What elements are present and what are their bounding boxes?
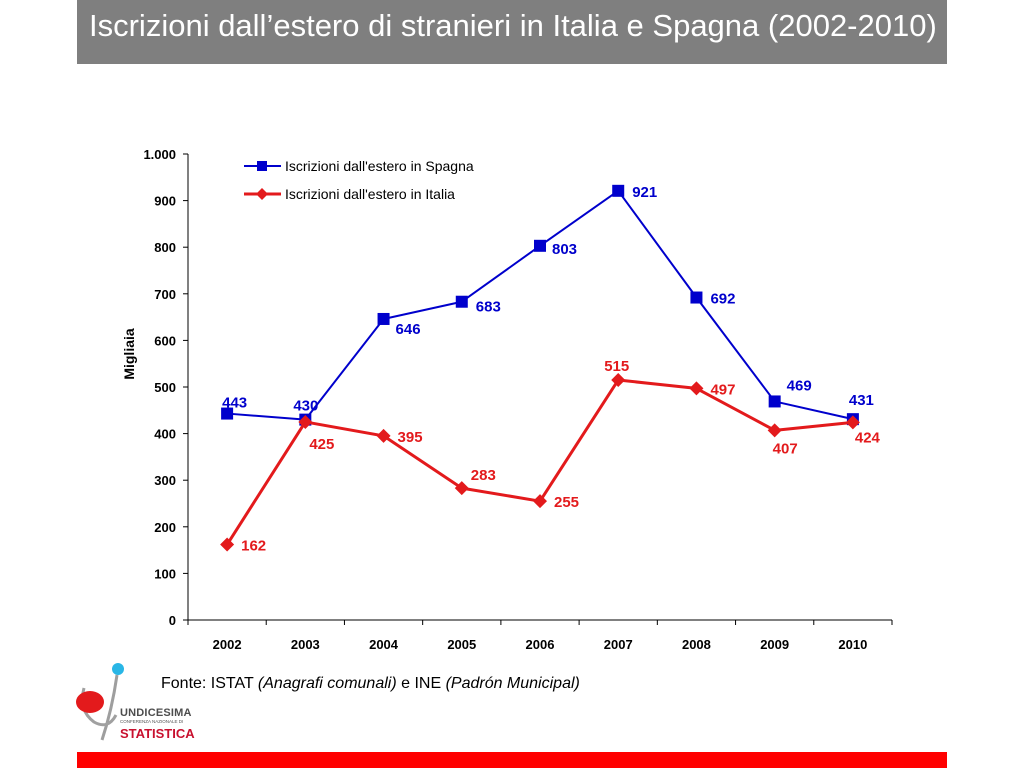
data-label: 430 [293,398,318,415]
data-point-marker [298,414,313,429]
data-label: 921 [632,184,657,201]
title-bar: Iscrizioni dall’estero di stranieri in I… [77,0,947,64]
x-tick-label: 2008 [682,637,711,652]
series-line [227,189,854,421]
data-point-marker [611,373,626,388]
y-tick-label: 300 [154,473,176,488]
data-point-marker [221,407,234,420]
chart-axes: 0 100 200 300 400 500 600 700 800 900 1.000 2002 200… [143,147,893,652]
data-label: 425 [309,436,334,453]
data-label: 692 [710,291,735,308]
y-tick-label: 700 [154,287,176,302]
data-label: 431 [849,392,874,409]
data-point-marker [454,481,469,496]
x-tick-label: 2005 [447,637,476,652]
x-tick-label: 2002 [213,637,242,652]
y-tick-label: 400 [154,427,176,442]
data-point-marker [768,395,781,408]
y-tick-label: 200 [154,520,176,535]
source-padron: (Padrón Municipal) [445,675,580,692]
logo-line-1: UNDICESIMA [120,707,192,719]
data-label: 443 [222,395,247,412]
data-label: 515 [604,358,629,375]
footer-bar [77,752,947,768]
y-tick-label: 800 [154,240,176,255]
x-tick-label: 2004 [369,637,399,652]
data-point-marker [612,184,625,197]
data-label: 395 [398,429,423,446]
chart-legend: Iscrizioni dall'estero in Spagna Iscrizio… [244,158,474,202]
data-label: 407 [773,440,798,457]
series-line [225,378,854,546]
x-tick-label: 2009 [760,637,789,652]
data-point-marker [220,537,235,552]
legend-marker [256,188,268,200]
data-point-marker [767,423,782,438]
x-tick-label: 2010 [838,637,867,652]
data-point-marker [455,295,468,308]
y-tick-label: 900 [154,194,176,209]
x-tick-label: 2003 [291,637,320,652]
chart-series: 443 430 646 683 803 921 692 469 431 162 425 395 283 2… [220,184,881,555]
data-label: 803 [552,241,577,258]
data-point-marker [689,381,704,396]
data-label: 469 [787,377,812,394]
y-axis-label: Migliaia [121,328,137,380]
data-label: 646 [396,321,421,338]
legend-entry: Iscrizioni dall'estero in Italia [244,186,455,202]
slide-title: Iscrizioni dall’estero di stranieri in I… [89,8,937,43]
conference-logo: UNDICESIMA CONFERENZA NAZIONALE DI STATI… [72,660,212,745]
series-italia: 162 425 395 283 255 515 497 407 424 [220,358,881,555]
logo-mark [76,663,124,741]
data-point-marker [534,239,546,252]
data-point-marker [845,415,860,430]
source-note: Fonte: ISTAT (Anagrafi comunali) e INE (… [161,675,580,693]
data-label: 162 [241,538,266,555]
data-label: 255 [554,494,579,511]
source-mid: e INE [396,675,446,692]
data-point-marker [377,312,390,325]
y-tick-label: 600 [154,333,176,348]
data-point-marker [376,428,391,443]
data-label: 683 [476,299,501,316]
data-point-marker [533,494,547,509]
logo-line-2: CONFERENZA NAZIONALE DI [120,719,184,724]
x-tick-label: 2006 [526,637,555,652]
y-tick-label: 100 [154,566,176,581]
data-label: 283 [471,467,496,484]
legend-entry: Iscrizioni dall'estero in Spagna [244,158,474,174]
data-label: 497 [710,381,735,398]
data-label: 424 [855,429,881,446]
logo-line-3: STATISTICA [120,726,195,741]
source-anagrafi: (Anagrafi comunali) [257,675,397,692]
legend-marker [257,161,267,171]
data-point-marker [690,291,703,304]
y-tick-label: 0 [169,613,176,628]
y-tick-label: 500 [154,380,176,395]
legend-label: Iscrizioni dall'estero in Italia [285,186,455,202]
y-tick-label: 1.000 [143,147,176,162]
x-tick-label: 2007 [604,637,633,652]
source-prefix: Fonte: ISTAT [161,675,258,692]
legend-label: Iscrizioni dall'estero in Spagna [285,158,474,174]
series-spagna: 443 430 646 683 803 921 692 469 431 [221,184,874,426]
